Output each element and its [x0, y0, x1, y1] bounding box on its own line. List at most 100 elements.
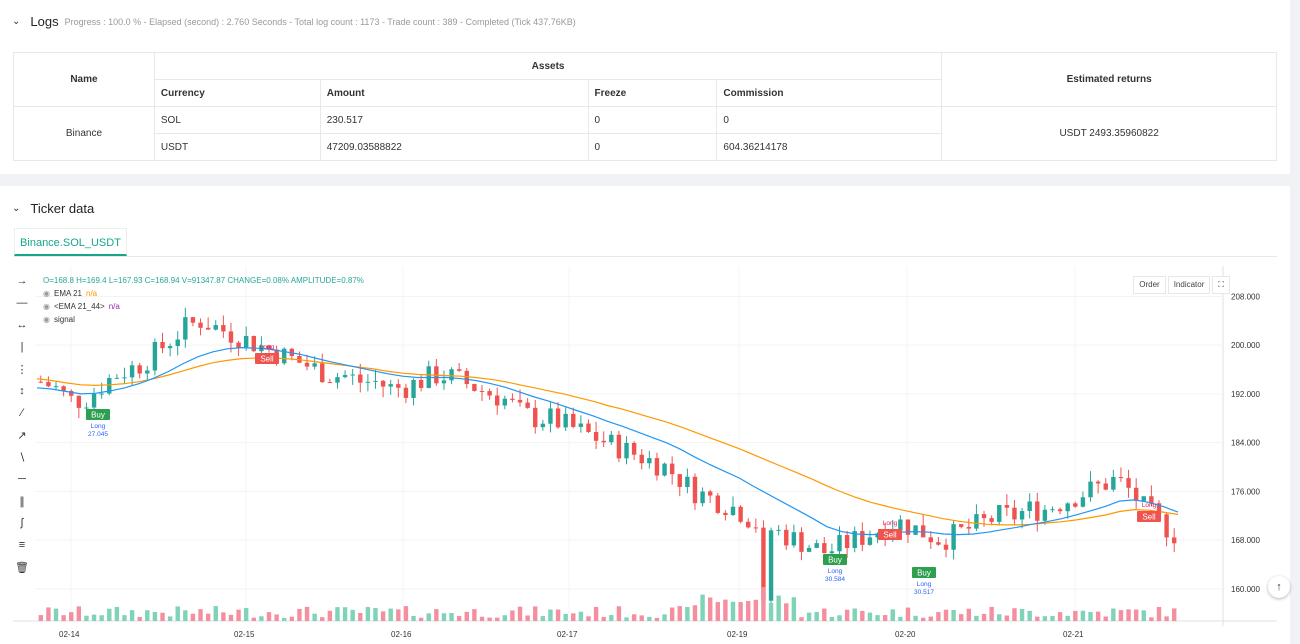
volume-bar [844, 609, 850, 621]
trend-line-icon[interactable]: ∕ [21, 407, 23, 419]
volume-bar [639, 615, 644, 621]
assets-table: Name Assets Estimated returns Currency A… [13, 52, 1277, 161]
vertical-ray-icon[interactable]: ↕ [19, 385, 25, 397]
volume-bar [289, 616, 295, 621]
signal-sub: Long [260, 344, 275, 351]
volume-bar [205, 613, 211, 621]
eye-icon[interactable]: ◉ [43, 315, 50, 324]
volume-bar [692, 605, 698, 621]
crosshair-icon[interactable]: → [16, 275, 28, 287]
volume-bar [875, 615, 880, 621]
y-tick-label: 160.000 [1231, 585, 1260, 594]
indicator-button[interactable]: Indicator [1167, 276, 1211, 294]
fibonacci-icon[interactable]: ≡ [18, 539, 26, 551]
legend-signal[interactable]: ◉ signal [43, 313, 364, 326]
volume-bar [586, 616, 591, 621]
candle [38, 381, 44, 383]
legend-ema21-44[interactable]: ◉ <EMA 21_44> n/a [43, 300, 364, 313]
volume-bar [342, 607, 348, 621]
volume-bar [631, 614, 637, 621]
candle [411, 379, 416, 398]
candle [396, 384, 401, 388]
x-tick-label: 02-17 [557, 630, 578, 639]
volume-bar [426, 613, 431, 621]
ohlc-readout: O=168.8 H=169.4 L=167.93 C=168.94 V=9134… [43, 276, 364, 285]
signal-badge [86, 409, 110, 420]
vertical-line-icon[interactable]: | [20, 341, 24, 353]
volume-bar [1035, 616, 1040, 621]
candle [99, 393, 104, 395]
logs-title: Logs [30, 14, 59, 29]
channel-icon[interactable]: ∫ [20, 517, 24, 529]
volume-bar [1080, 610, 1086, 621]
candle [746, 521, 751, 528]
volume-bar [1118, 610, 1124, 621]
candle [342, 374, 348, 378]
volume-bar [472, 609, 477, 621]
logs-summary: Progress : 100.0 % - Elapsed (second) : … [64, 16, 576, 27]
candle [905, 519, 911, 535]
candle [205, 327, 211, 330]
fullscreen-icon[interactable]: ⛶ [1212, 276, 1230, 294]
candle [76, 395, 82, 408]
volume-bar [274, 614, 279, 621]
candle [221, 325, 226, 332]
volume-bar [768, 602, 774, 621]
chevron-down-icon[interactable]: ⌄ [12, 203, 21, 214]
volume-bar [609, 615, 614, 621]
candle [114, 377, 120, 379]
logs-header[interactable]: ⌄ Logs Progress : 100.0 % - Elapsed (sec… [12, 14, 576, 29]
volume-bar [837, 615, 842, 621]
vertical-segment-icon[interactable]: ⋮ [16, 363, 28, 376]
chart-area[interactable]: 208.000 200.000 192.000 184.000 176.000 168.0… [13, 266, 1277, 644]
candle [844, 535, 850, 549]
eye-icon[interactable]: ◉ [43, 289, 50, 298]
legend-ema21[interactable]: ◉ EMA 21 n/a [43, 287, 364, 300]
parallel-lines-icon[interactable]: ∥ [19, 495, 25, 508]
horizontal-ray-icon[interactable]: — [16, 297, 28, 309]
volume-bar [69, 612, 74, 621]
candle [692, 476, 698, 504]
eye-icon[interactable]: ◉ [43, 302, 50, 311]
candle [1080, 497, 1086, 507]
candle [548, 408, 553, 424]
segment-icon[interactable]: ∖ [18, 451, 26, 464]
volume-bar [1004, 615, 1010, 621]
trash-icon[interactable]: 🗑 [15, 561, 29, 574]
volume-bar [1073, 610, 1078, 621]
volume-bar [936, 612, 941, 621]
volume-bar [540, 616, 546, 621]
candle [418, 379, 424, 388]
exchange-cell: Binance [13, 106, 155, 161]
horizontal-line-icon[interactable]: ↔ [16, 319, 28, 331]
candle [723, 512, 728, 516]
scroll-to-latest-icon[interactable]: ↑ [1268, 576, 1290, 598]
volume-bar [974, 615, 979, 621]
volume-bar [464, 611, 469, 621]
order-button[interactable]: Order [1133, 276, 1166, 294]
chevron-down-icon[interactable]: ⌄ [12, 16, 21, 27]
signal-value: 30.517 [914, 589, 934, 596]
candle [228, 331, 234, 343]
candle [662, 463, 667, 476]
candle [593, 431, 599, 441]
candle [160, 341, 165, 349]
candle [517, 399, 523, 403]
volume-bar [555, 609, 561, 621]
volume-bar [221, 612, 226, 621]
volume-bar [517, 606, 523, 621]
ema21-value: n/a [86, 289, 98, 298]
signal-sub: Long [1142, 502, 1157, 509]
candle [586, 423, 591, 432]
price-line-icon[interactable]: ─ [18, 473, 26, 485]
price-chart[interactable]: 208.000 200.000 192.000 184.000 176.000 168.0… [13, 266, 1277, 644]
volume-bar [129, 610, 135, 621]
tab-sol-usdt[interactable]: Binance.SOL_USDT [14, 228, 127, 256]
candle [913, 525, 918, 535]
ray-line-icon[interactable]: ↗ [17, 429, 27, 442]
volume-bar [84, 615, 89, 621]
ticker-header[interactable]: ⌄ Ticker data [12, 201, 94, 216]
candle [707, 491, 713, 496]
candle [639, 454, 644, 464]
volume-bar [791, 597, 797, 621]
